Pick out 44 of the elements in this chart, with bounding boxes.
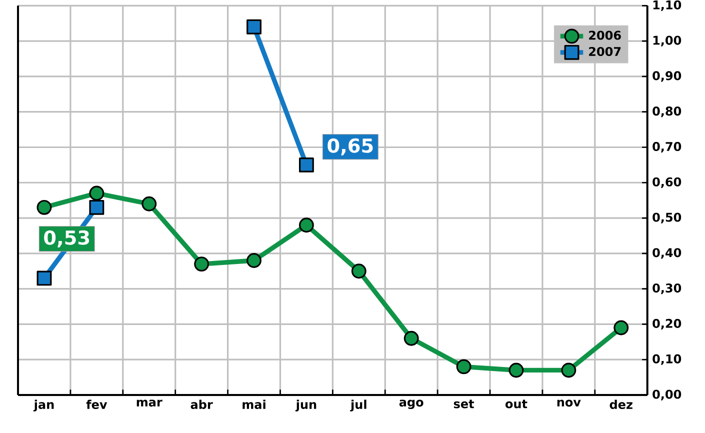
x-tick-label: fev xyxy=(86,400,108,409)
point xyxy=(561,362,576,378)
point xyxy=(614,320,629,336)
x-tick-label: mar xyxy=(136,400,162,407)
y-tick-label: 1,00 xyxy=(653,36,682,46)
point xyxy=(36,270,52,286)
x-tick-label: set xyxy=(454,400,474,408)
y-tick-label: 0,30 xyxy=(652,284,682,294)
x-tick-label: jul xyxy=(350,400,366,412)
data-label: 0,65 xyxy=(328,138,373,156)
x-tick-label: dez xyxy=(610,400,632,409)
point xyxy=(404,330,419,346)
y-tick-label: 1,10 xyxy=(653,0,682,11)
legend-label: 2007 xyxy=(589,46,621,56)
point xyxy=(351,264,366,279)
point xyxy=(194,256,210,272)
x-tick-label: jun xyxy=(295,400,316,412)
data-label: 0,53 xyxy=(44,230,90,248)
y-tick-label: 0,40 xyxy=(652,248,682,259)
y-tick-label: 0,60 xyxy=(652,177,682,188)
legend-label: 2006 xyxy=(589,30,621,40)
x-tick-label: ago xyxy=(399,400,424,410)
point xyxy=(508,362,524,378)
y-tick-label: 0,20 xyxy=(652,318,682,330)
point xyxy=(89,186,104,201)
point xyxy=(36,200,52,215)
x-tick-label: out xyxy=(505,400,528,408)
point xyxy=(246,19,262,34)
point xyxy=(246,253,262,268)
x-tick-label: abr xyxy=(190,400,213,409)
x-tick-label: nov xyxy=(557,400,581,407)
x-tick-label: jan xyxy=(33,400,54,412)
x-tick-label: mai xyxy=(242,400,266,409)
y-tick-label: 0,80 xyxy=(652,106,682,118)
point xyxy=(298,157,314,172)
y-tick-label: 0,90 xyxy=(652,71,682,82)
y-tick-label: 0,10 xyxy=(652,354,682,365)
point xyxy=(298,218,314,233)
point xyxy=(456,359,472,374)
point xyxy=(89,200,104,215)
point xyxy=(142,196,157,212)
y-tick-label: 0,50 xyxy=(652,212,682,224)
y-tick-label: 0,00 xyxy=(652,390,682,400)
y-tick-label: 0,70 xyxy=(652,142,682,153)
